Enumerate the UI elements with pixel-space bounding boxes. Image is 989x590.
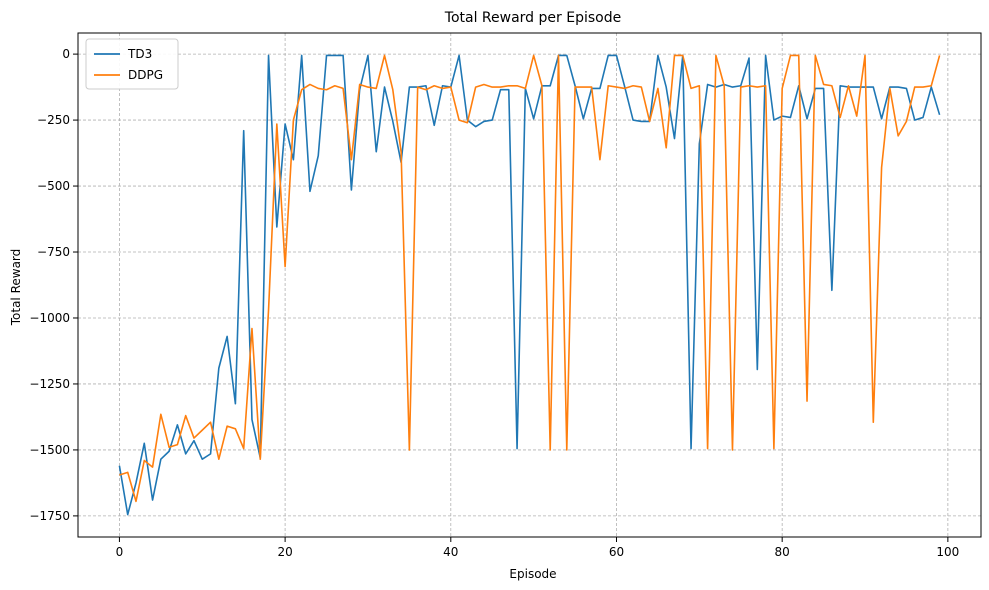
legend-box xyxy=(85,38,179,90)
legend: TD3 DDPG xyxy=(85,38,179,90)
y-axis-label: Total Reward xyxy=(9,249,23,327)
legend-label-td3: TD3 xyxy=(127,47,152,61)
x-axis-ticks: 0 20 40 60 80 100 xyxy=(116,537,959,559)
x-tick-label: 80 xyxy=(775,545,790,559)
y-tick-label: −500 xyxy=(37,179,70,193)
plot-frame xyxy=(77,32,982,538)
x-tick-label: 0 xyxy=(116,545,124,559)
grid-lines xyxy=(78,33,981,537)
y-tick-label: −1750 xyxy=(29,509,70,523)
x-tick-label: 100 xyxy=(936,545,959,559)
series-line-td3 xyxy=(118,54,941,516)
legend-label-ddpg: DDPG xyxy=(128,68,163,82)
series-layer xyxy=(118,54,941,516)
y-tick-label: −250 xyxy=(37,113,70,127)
y-axis-ticks: 0 −250 −500 −750 −1000 −1250 −1500 −1750 xyxy=(29,47,78,523)
y-tick-label: 0 xyxy=(62,47,70,61)
x-axis-label: Episode xyxy=(509,567,556,581)
chart-title: Total Reward per Episode xyxy=(444,10,621,26)
y-tick-label: −1000 xyxy=(29,311,70,325)
x-tick-label: 60 xyxy=(609,545,624,559)
y-tick-label: −1250 xyxy=(29,377,70,391)
series-line-ddpg xyxy=(119,54,941,503)
y-tick-label: −750 xyxy=(37,245,70,259)
x-tick-label: 20 xyxy=(277,545,292,559)
y-tick-label: −1500 xyxy=(29,443,70,457)
x-tick-label: 40 xyxy=(443,545,458,559)
